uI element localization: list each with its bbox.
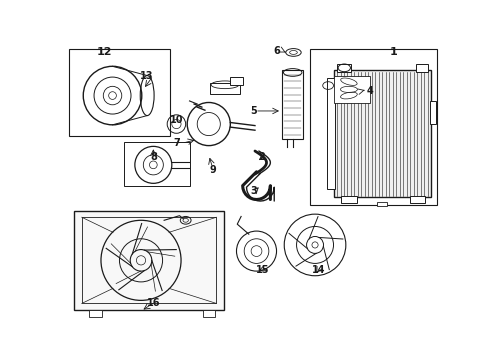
Bar (74, 211, 224, 310)
Bar (341, 195, 357, 203)
Text: 5: 5 (250, 106, 257, 116)
Bar (430, 101, 436, 124)
Text: 12: 12 (97, 48, 113, 58)
Bar (410, 195, 425, 203)
Text: 3: 3 (250, 186, 257, 196)
Bar (311, 49, 438, 205)
Text: 6: 6 (273, 46, 280, 56)
Text: 16: 16 (147, 298, 160, 309)
Bar (89, 310, 102, 317)
Bar (210, 83, 240, 94)
Text: 7: 7 (173, 138, 180, 148)
Bar (327, 78, 335, 189)
Bar (124, 142, 190, 186)
Bar (282, 70, 303, 139)
Bar (337, 64, 351, 72)
Text: 1: 1 (390, 48, 397, 58)
Bar (82, 217, 217, 303)
Text: 9: 9 (209, 165, 216, 175)
Text: 2: 2 (258, 152, 265, 162)
Text: 13: 13 (141, 71, 154, 81)
Text: 11: 11 (223, 83, 237, 93)
Text: 8: 8 (150, 152, 157, 162)
Text: 4: 4 (367, 86, 374, 96)
Text: 15: 15 (256, 265, 270, 275)
Bar (334, 76, 370, 103)
Bar (69, 49, 171, 136)
Bar (203, 310, 215, 317)
Bar (230, 77, 243, 85)
Text: 10: 10 (170, 115, 183, 125)
Bar (334, 70, 431, 197)
Bar (416, 64, 428, 72)
Bar (377, 202, 387, 206)
Text: 14: 14 (312, 265, 326, 275)
